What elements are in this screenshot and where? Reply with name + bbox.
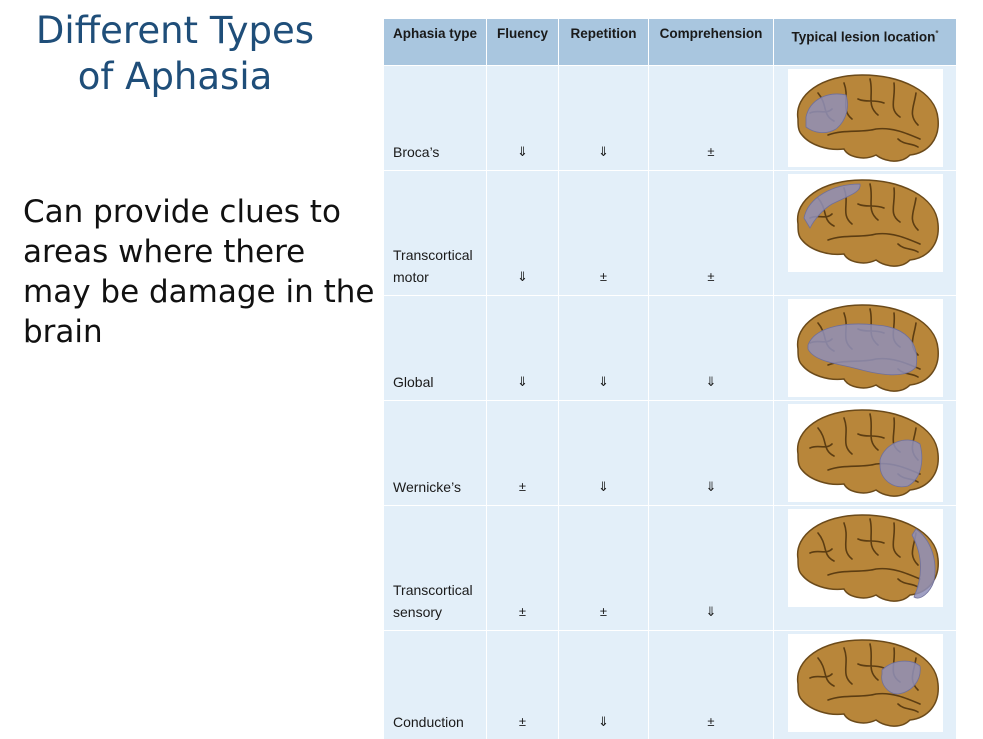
table-row: Wernicke’s ± ⇓ ⇓ — [383, 400, 956, 506]
cell-aphasia-type: Transcortical motor — [383, 170, 487, 296]
cell-comprehension: ⇓ — [648, 400, 774, 506]
cell-lesion-image — [773, 630, 956, 739]
cell-fluency: ⇓ — [486, 65, 559, 171]
cell-aphasia-type: Global — [383, 295, 487, 401]
header-aphasia-type: Aphasia type — [383, 18, 487, 66]
cell-repetition: ⇓ — [558, 65, 649, 171]
brain-broca-lesion-icon — [788, 69, 943, 167]
cell-comprehension: ⇓ — [648, 505, 774, 631]
slide-title-line-2: of Aphasia — [77, 55, 273, 98]
cell-fluency: ± — [486, 505, 559, 631]
slide-body-text: Can provide clues to areas where there m… — [23, 194, 375, 350]
slide-title-line-1: Different Types — [35, 9, 315, 52]
cell-repetition: ⇓ — [558, 400, 649, 506]
header-lesion-label: Typical lesion location — [791, 29, 936, 45]
table-header-row: Aphasia type Fluency Repetition Comprehe… — [383, 18, 956, 66]
header-lesion-location: Typical lesion location* — [773, 18, 956, 66]
brain-global-lesion-icon — [788, 299, 943, 397]
cell-repetition: ± — [558, 505, 649, 631]
brain-transcortical-sensory-lesion-icon — [788, 509, 943, 607]
cell-fluency: ± — [486, 400, 559, 506]
cell-aphasia-type: Conduction — [383, 630, 487, 739]
slide-title: Different Types of Aphasia — [10, 8, 340, 100]
cell-comprehension: ± — [648, 170, 774, 296]
header-fluency: Fluency — [486, 18, 559, 66]
aphasia-table: Aphasia type Fluency Repetition Comprehe… — [383, 18, 956, 739]
header-repetition: Repetition — [558, 18, 649, 66]
brain-conduction-lesion-icon — [788, 634, 943, 732]
header-lesion-footnote-mark: * — [935, 29, 939, 38]
aphasia-table-container: Aphasia type Fluency Repetition Comprehe… — [383, 18, 956, 739]
cell-lesion-image — [773, 400, 956, 506]
cell-lesion-image — [773, 295, 956, 401]
cell-comprehension: ⇓ — [648, 295, 774, 401]
cell-lesion-image — [773, 170, 956, 296]
cell-aphasia-type: Broca’s — [383, 65, 487, 171]
brain-transcortical-motor-lesion-icon — [788, 174, 943, 272]
table-row: Broca’s ⇓ ⇓ ± — [383, 65, 956, 171]
cell-repetition: ± — [558, 170, 649, 296]
cell-lesion-image — [773, 65, 956, 171]
brain-wernicke-lesion-icon — [788, 404, 943, 502]
cell-comprehension: ± — [648, 630, 774, 739]
cell-comprehension: ± — [648, 65, 774, 171]
cell-lesion-image — [773, 505, 956, 631]
header-comprehension: Comprehension — [648, 18, 774, 66]
cell-aphasia-type: Transcortical sensory — [383, 505, 487, 631]
cell-repetition: ⇓ — [558, 630, 649, 739]
table-body: Broca’s ⇓ ⇓ ± Transcortical motor ⇓ ± ± Global ⇓ ⇓… — [383, 65, 956, 739]
table-row: Transcortical motor ⇓ ± ± — [383, 170, 956, 296]
cell-fluency: ⇓ — [486, 295, 559, 401]
table-row: Transcortical sensory ± ± ⇓ — [383, 505, 956, 631]
table-row: Conduction ± ⇓ ± — [383, 630, 956, 739]
cell-fluency: ± — [486, 630, 559, 739]
cell-fluency: ⇓ — [486, 170, 559, 296]
cell-repetition: ⇓ — [558, 295, 649, 401]
cell-aphasia-type: Wernicke’s — [383, 400, 487, 506]
table-row: Global ⇓ ⇓ ⇓ — [383, 295, 956, 401]
